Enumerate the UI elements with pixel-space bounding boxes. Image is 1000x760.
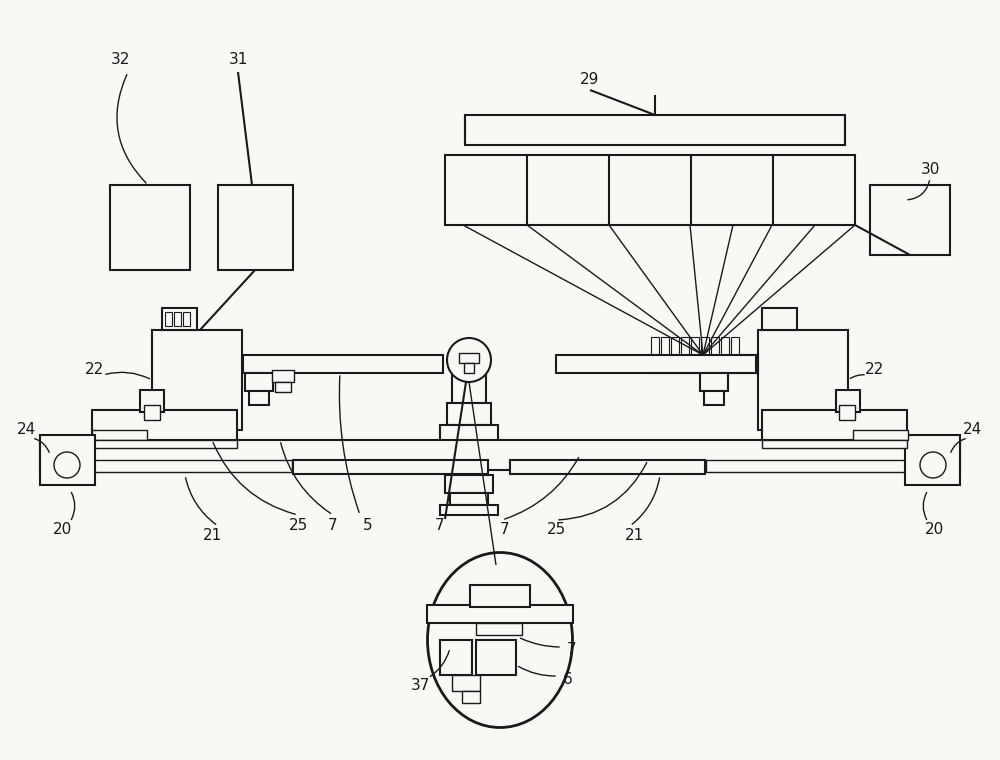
Bar (40, 435, 95, 485)
Bar (440, 505, 498, 515)
Bar (470, 585, 530, 607)
Circle shape (54, 452, 80, 478)
Bar (92, 440, 237, 448)
Text: 6: 6 (563, 673, 573, 688)
Bar (510, 460, 705, 474)
Text: 7: 7 (328, 518, 338, 533)
Bar (40, 440, 960, 470)
Bar (762, 410, 907, 440)
Bar (704, 391, 724, 405)
Circle shape (920, 452, 946, 478)
Bar (249, 391, 269, 405)
Text: 32: 32 (110, 52, 130, 68)
Text: 30: 30 (920, 163, 940, 178)
Text: 20: 20 (52, 523, 72, 537)
Bar (711, 337, 719, 355)
Bar (700, 373, 728, 391)
Bar (462, 691, 480, 703)
Text: 37: 37 (410, 677, 430, 692)
Bar (762, 308, 797, 330)
Text: 7: 7 (567, 642, 577, 657)
Bar (691, 337, 699, 355)
Bar (445, 155, 855, 225)
Bar (762, 440, 907, 448)
Bar (853, 430, 908, 440)
Bar (836, 390, 860, 412)
Bar (427, 605, 573, 623)
Text: 21: 21 (625, 527, 645, 543)
Bar (218, 185, 293, 270)
Bar (92, 460, 292, 472)
Text: 21: 21 (203, 527, 223, 543)
Bar (464, 363, 474, 373)
Bar (165, 312, 172, 326)
Bar (758, 330, 848, 430)
Text: 7: 7 (500, 523, 510, 537)
Bar (92, 430, 147, 440)
Ellipse shape (428, 553, 572, 727)
Bar (701, 337, 709, 355)
Text: 29: 29 (580, 72, 600, 87)
Text: 22: 22 (865, 363, 885, 378)
Bar (556, 355, 756, 373)
Bar (445, 475, 493, 493)
Bar (839, 405, 855, 420)
Text: 25: 25 (546, 523, 566, 537)
Bar (452, 675, 480, 691)
Bar (661, 337, 669, 355)
Bar (92, 410, 237, 440)
Bar (731, 337, 739, 355)
Text: 5: 5 (363, 518, 373, 533)
Bar (706, 460, 906, 472)
Circle shape (447, 338, 491, 382)
Bar (272, 370, 294, 382)
Bar (476, 640, 516, 675)
Bar (110, 185, 190, 270)
Text: 20: 20 (925, 523, 945, 537)
Bar (440, 425, 498, 441)
Bar (293, 460, 488, 474)
Bar (450, 493, 488, 505)
Bar (162, 308, 197, 330)
Bar (476, 623, 522, 635)
Text: 31: 31 (228, 52, 248, 68)
Bar (174, 312, 181, 326)
Text: 24: 24 (17, 423, 37, 438)
Bar (459, 353, 479, 363)
Bar (905, 435, 960, 485)
Bar (152, 330, 242, 430)
Text: 22: 22 (85, 363, 105, 378)
Bar (452, 373, 486, 403)
Bar (275, 382, 291, 392)
Bar (245, 373, 273, 391)
Text: 25: 25 (288, 518, 308, 533)
Bar (447, 403, 491, 425)
Text: 24: 24 (963, 423, 983, 438)
Bar (144, 405, 160, 420)
Bar (671, 337, 679, 355)
Text: 7: 7 (435, 518, 445, 533)
Bar (183, 312, 190, 326)
Bar (243, 355, 443, 373)
Bar (721, 337, 729, 355)
Bar (870, 185, 950, 255)
Bar (140, 390, 164, 412)
Bar (648, 355, 758, 373)
Bar (465, 115, 845, 145)
Bar (651, 337, 659, 355)
Bar (681, 337, 689, 355)
Bar (440, 640, 472, 675)
